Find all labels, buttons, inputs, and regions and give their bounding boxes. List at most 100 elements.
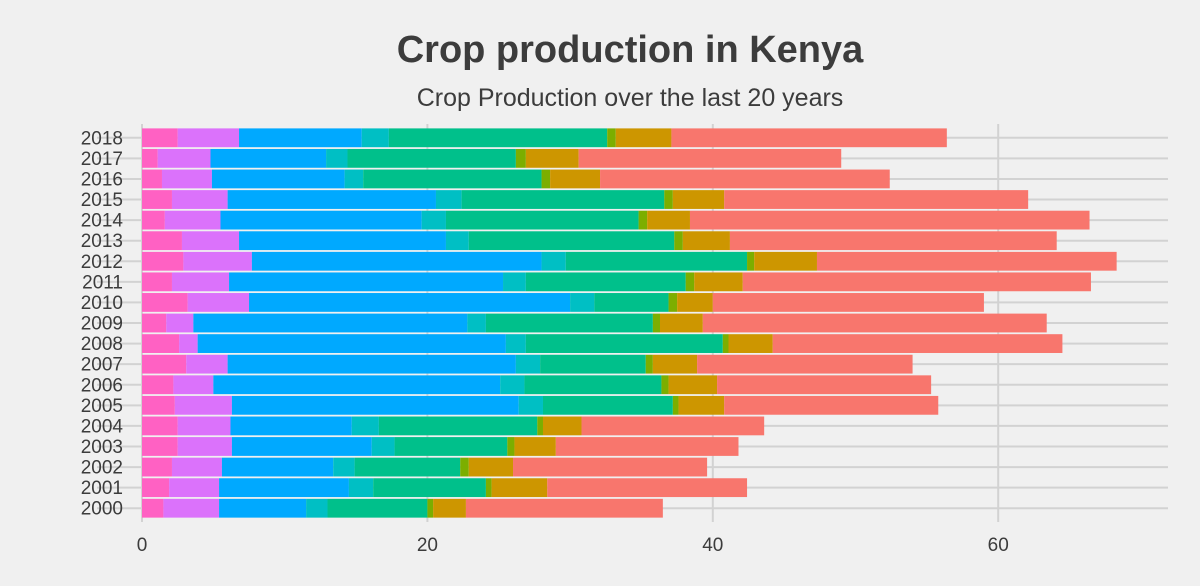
bar-segment-2005-1 xyxy=(174,395,232,415)
bar-segment-2010-4 xyxy=(594,293,669,312)
bar-segment-2003-0 xyxy=(142,437,178,456)
bar-segment-2016-3 xyxy=(344,169,364,189)
bar-segment-2005-0 xyxy=(142,395,175,415)
bar-segment-2016-0 xyxy=(142,169,162,189)
bar-segment-2004-3 xyxy=(351,416,379,436)
bar-segment-2011-4 xyxy=(525,272,686,292)
bar-segment-2000-3 xyxy=(306,498,328,518)
bar-segment-2002-7 xyxy=(513,457,708,477)
bar-segment-2013-2 xyxy=(239,231,446,251)
bar-segment-2006-7 xyxy=(717,375,932,395)
bar-segment-2009-2 xyxy=(193,313,468,333)
bar-segment-2010-5 xyxy=(668,293,678,312)
bar-segment-2008-0 xyxy=(142,334,180,353)
bar-segment-2013-0 xyxy=(142,231,182,251)
bar-segment-2010-1 xyxy=(187,293,250,312)
bar-segment-2010-2 xyxy=(249,293,571,312)
bar-segment-2000-2 xyxy=(219,498,307,518)
bar-segment-2001-0 xyxy=(142,478,170,498)
bar-segment-2017-3 xyxy=(326,148,348,168)
bar-segment-2012-7 xyxy=(816,251,1117,271)
bar-segment-2018-2 xyxy=(239,128,362,148)
x-tick-label-0: 0 xyxy=(137,535,148,556)
y-tick-label-2005: 2005 xyxy=(81,396,123,417)
bar-segment-2003-5 xyxy=(507,437,515,456)
bar-segment-2018-6 xyxy=(615,128,672,148)
bar-segment-2007-4 xyxy=(540,354,646,374)
bar-segment-2014-4 xyxy=(445,210,639,230)
bar-segment-2005-4 xyxy=(542,395,673,415)
bar-segment-2011-0 xyxy=(142,272,172,292)
bar-segment-2017-7 xyxy=(578,148,842,168)
bar-segment-2000-0 xyxy=(142,498,164,518)
bar-segment-2007-2 xyxy=(227,354,516,374)
bar-segment-2014-1 xyxy=(164,210,221,230)
bar-segment-2010-7 xyxy=(712,293,984,312)
bar-segment-2015-6 xyxy=(672,190,725,209)
bar-segment-2000-7 xyxy=(465,498,663,518)
bar-segment-2013-1 xyxy=(181,231,240,251)
bar-segment-2017-1 xyxy=(157,148,211,168)
y-tick-label-2000: 2000 xyxy=(81,499,123,520)
bar-segment-2001-6 xyxy=(491,478,548,498)
bar-segment-2015-4 xyxy=(461,190,665,209)
bar-segment-2000-5 xyxy=(427,498,434,518)
bar-segment-2004-1 xyxy=(177,416,231,436)
bar-segment-2010-0 xyxy=(142,293,188,312)
bar-segment-2018-5 xyxy=(607,128,616,148)
bar-segment-2003-6 xyxy=(514,437,556,456)
bar-segment-2010-6 xyxy=(677,293,713,312)
bar-segment-2011-2 xyxy=(229,272,504,292)
y-tick-label-2018: 2018 xyxy=(81,128,123,149)
bar-segment-2009-4 xyxy=(485,313,653,333)
bar-segment-2014-7 xyxy=(689,210,1090,230)
chart-subtitle: Crop Production over the last 20 years xyxy=(417,84,844,112)
bar-segment-2008-4 xyxy=(525,334,723,353)
bar-segment-2009-1 xyxy=(166,313,194,333)
y-tick-label-2003: 2003 xyxy=(81,437,123,458)
bar-segment-2002-2 xyxy=(221,457,334,477)
y-tick-label-2013: 2013 xyxy=(81,231,123,252)
bar-segment-2016-5 xyxy=(541,169,551,189)
bar-segment-2005-2 xyxy=(231,395,519,415)
bar-segment-2014-5 xyxy=(638,210,648,230)
bar-segment-2007-0 xyxy=(142,354,187,374)
bar-segment-2012-5 xyxy=(747,251,755,271)
x-tick-labels: 0 20 40 60 xyxy=(137,535,1009,556)
bar-segment-2009-3 xyxy=(467,313,486,333)
bar-segment-2018-0 xyxy=(142,128,178,148)
bar-segment-2001-7 xyxy=(547,478,748,498)
bar-segment-2018-4 xyxy=(388,128,608,148)
bar-segment-2002-6 xyxy=(468,457,514,477)
bar-segment-2010-3 xyxy=(570,293,595,312)
bar-segment-2015-1 xyxy=(171,190,228,209)
bar-segment-2009-6 xyxy=(660,313,703,333)
bar-segment-2003-3 xyxy=(371,437,395,456)
bar-segment-2016-6 xyxy=(550,169,601,189)
bar-segment-2002-3 xyxy=(333,457,355,477)
bar-segment-2004-5 xyxy=(537,416,543,436)
bar-segment-2014-3 xyxy=(421,210,446,230)
y-tick-label-2014: 2014 xyxy=(81,211,124,232)
bar-segment-2004-6 xyxy=(542,416,582,436)
bar-segment-2017-5 xyxy=(515,148,526,168)
bar-segment-2007-1 xyxy=(186,354,228,374)
bar-segment-2006-1 xyxy=(173,375,214,395)
y-tick-label-2006: 2006 xyxy=(81,375,123,396)
bar-segment-2011-5 xyxy=(685,272,695,292)
y-tick-label-2011: 2011 xyxy=(82,272,123,293)
bar-segment-2006-0 xyxy=(142,375,174,395)
y-tick-label-2008: 2008 xyxy=(81,334,123,355)
y-tick-label-2012: 2012 xyxy=(81,252,123,273)
bar-segment-2014-2 xyxy=(220,210,422,230)
bar-segment-2013-5 xyxy=(674,231,683,251)
bar-segment-2009-7 xyxy=(702,313,1047,333)
bar-segment-2004-7 xyxy=(581,416,765,436)
x-tick-label-40: 40 xyxy=(702,535,723,556)
bar-segment-2001-2 xyxy=(219,478,349,498)
bar-segment-2004-0 xyxy=(142,416,178,436)
bar-segment-2006-2 xyxy=(213,375,501,395)
bar-segment-2018-7 xyxy=(671,128,947,148)
bar-segment-2005-7 xyxy=(724,395,939,415)
